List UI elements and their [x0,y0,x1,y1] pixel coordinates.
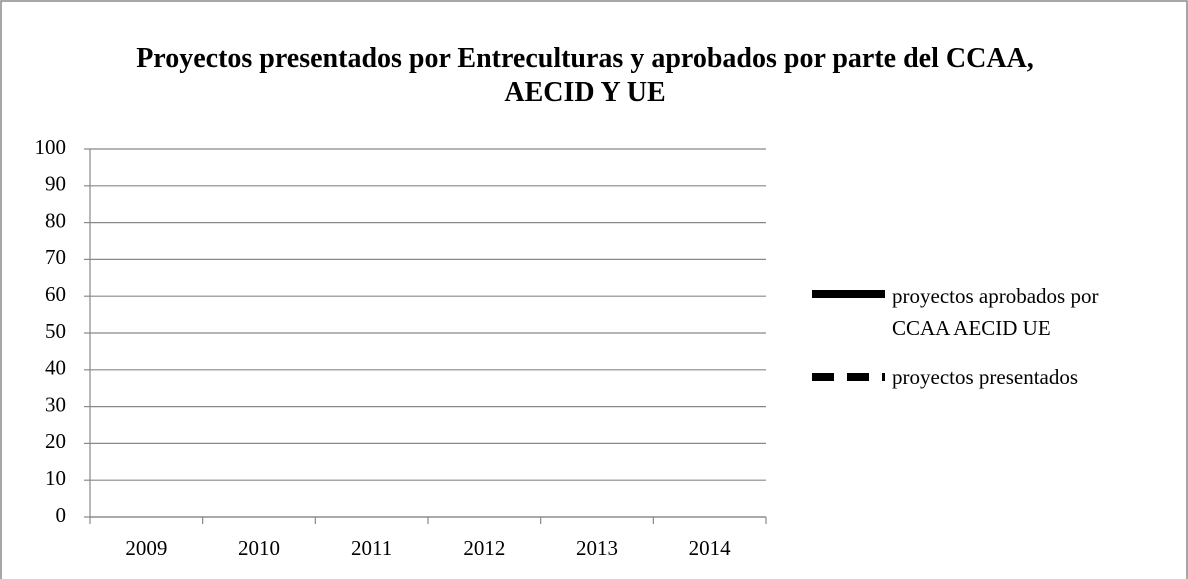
legend-label: proyectos presentados [892,365,1079,389]
x-tick-label: 2010 [238,536,280,560]
y-tick-label: 100 [35,135,67,159]
y-tick-label: 90 [45,172,66,196]
y-tick-label: 0 [56,503,67,527]
y-tick-label: 20 [45,429,66,453]
x-tick-label: 2013 [576,536,618,560]
y-tick-label: 70 [45,245,66,269]
y-tick-label: 50 [45,319,66,343]
legend-label: proyectos aprobados por CCAA AECID UE [892,284,1099,340]
y-tick-label: 30 [45,392,66,416]
y-tick-label: 80 [45,208,66,232]
x-tick-label: 2009 [125,536,167,560]
y-tick-label: 40 [45,356,66,380]
y-tick-label: 60 [45,282,66,306]
x-tick-label: 2011 [351,536,392,560]
x-tick-label: 2014 [689,536,732,560]
chart-title: Proyectos presentados por Entreculturas … [136,43,1034,108]
y-tick-label: 10 [45,466,66,490]
x-tick-label: 2012 [463,536,505,560]
